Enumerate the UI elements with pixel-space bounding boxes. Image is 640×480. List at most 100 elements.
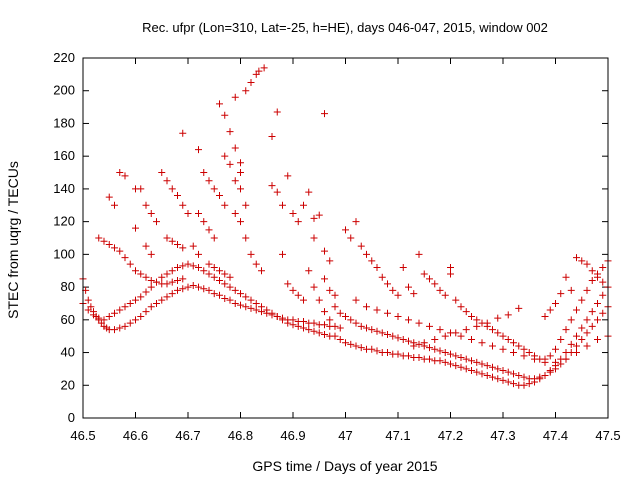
data-point: [494, 365, 502, 373]
data-point: [457, 303, 465, 311]
data-point: [116, 306, 124, 314]
data-point: [473, 322, 481, 330]
y-axis-label: STEC from uqrg / TECUs: [5, 161, 21, 319]
data-point: [389, 286, 397, 294]
data-point: [252, 306, 260, 314]
data-point: [567, 340, 575, 348]
data-point: [174, 277, 181, 285]
data-point: [578, 335, 586, 343]
data-point: [504, 368, 512, 376]
data-point: [221, 295, 229, 303]
data-point: [273, 108, 281, 116]
data-point: [462, 365, 470, 373]
data-point: [531, 378, 538, 386]
data-point: [179, 285, 187, 293]
x-tick-label: 47.1: [385, 428, 410, 443]
y-tick-label: 40: [61, 345, 75, 360]
data-point: [562, 349, 570, 357]
data-point: [95, 314, 103, 322]
data-point: [116, 247, 124, 255]
data-point: [499, 345, 507, 353]
data-point: [441, 358, 449, 366]
y-tick-label: 0: [68, 410, 75, 425]
data-point: [594, 316, 601, 324]
data-point: [284, 280, 292, 288]
data-point: [352, 319, 360, 327]
data-point: [594, 299, 601, 307]
data-point: [168, 290, 176, 298]
data-point: [221, 111, 229, 119]
data-point: [536, 375, 544, 383]
data-point: [174, 191, 181, 199]
data-point: [247, 296, 255, 304]
data-point: [520, 373, 528, 381]
data-point: [441, 332, 449, 340]
data-point: [237, 185, 244, 193]
data-point: [331, 291, 339, 299]
data-point: [179, 244, 187, 252]
data-point: [237, 159, 244, 167]
data-point: [126, 319, 134, 327]
data-point: [179, 129, 187, 137]
data-point: [457, 332, 465, 340]
x-tick-label: 46.8: [228, 428, 253, 443]
data-point: [347, 340, 355, 348]
data-point: [174, 241, 181, 249]
data-point: [447, 350, 454, 358]
data-point: [147, 283, 155, 291]
y-tick-label: 220: [53, 50, 75, 65]
data-point: [573, 342, 580, 350]
data-point: [226, 296, 234, 304]
x-axis-label: GPS time / Days of year 2015: [252, 458, 437, 474]
data-point: [441, 291, 449, 299]
data-point: [147, 209, 155, 217]
data-point: [468, 357, 475, 365]
data-point: [504, 335, 512, 343]
data-point: [405, 352, 412, 360]
data-point: [394, 313, 402, 321]
data-point: [111, 326, 118, 334]
data-point: [195, 283, 202, 291]
data-point: [583, 316, 591, 324]
data-point: [583, 342, 591, 350]
data-point: [378, 273, 386, 281]
data-point: [410, 290, 418, 298]
data-point: [294, 291, 302, 299]
y-tick-label: 60: [61, 312, 75, 327]
data-point: [189, 281, 197, 289]
data-point: [179, 201, 187, 209]
data-point: [315, 211, 323, 219]
plot-area-border: [82, 57, 609, 419]
data-point: [504, 311, 512, 319]
data-point: [457, 363, 465, 371]
data-point: [132, 316, 139, 324]
data-point: [153, 278, 160, 286]
data-point: [163, 270, 171, 278]
data-point: [163, 234, 171, 242]
data-point: [168, 278, 176, 286]
data-point: [189, 242, 197, 250]
data-point: [195, 250, 202, 258]
data-point: [184, 260, 192, 268]
data-point: [357, 344, 365, 352]
data-point: [494, 375, 502, 383]
data-point: [242, 303, 250, 311]
data-point: [415, 340, 423, 348]
data-point: [216, 267, 223, 275]
data-point: [546, 367, 554, 375]
data-point: [321, 321, 328, 329]
data-point: [121, 303, 129, 311]
data-point: [84, 306, 92, 314]
data-point: [336, 324, 344, 332]
data-point: [210, 290, 218, 298]
data-point: [399, 263, 407, 271]
data-point: [462, 326, 470, 334]
data-point: [578, 296, 586, 304]
data-point: [405, 337, 412, 345]
data-point: [515, 304, 523, 312]
y-tick-label: 100: [53, 246, 75, 261]
data-point: [195, 263, 202, 271]
data-point: [478, 370, 486, 378]
data-point: [137, 270, 145, 278]
data-point: [489, 363, 496, 371]
